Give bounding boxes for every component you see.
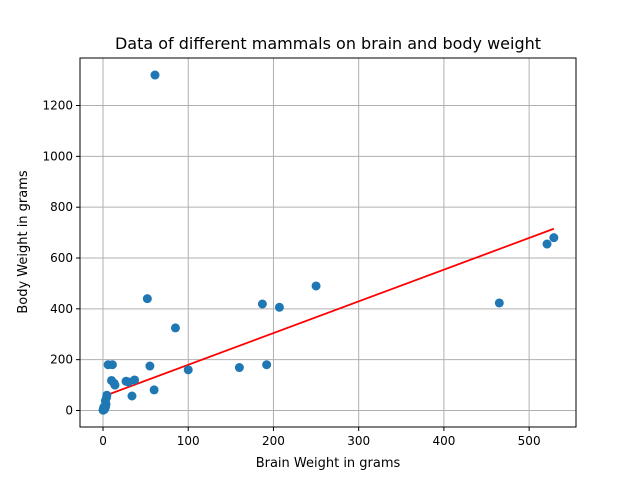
scatter-point: [257, 299, 267, 309]
scatter-point: [183, 365, 193, 375]
scatter-point: [262, 360, 272, 370]
x-tick-label: 500: [518, 434, 541, 448]
y-tick-label: 0: [65, 403, 73, 417]
x-axis-ticks: 0 100 200 300 400 500: [99, 427, 541, 448]
scatter-point: [170, 323, 180, 333]
scatter-point: [130, 375, 140, 385]
scatter-point: [274, 302, 284, 312]
x-tick-label: 0: [99, 434, 107, 448]
chart-title: Data of different mammals on brain and b…: [115, 34, 541, 53]
scatter-point: [102, 390, 112, 400]
scatter-point: [542, 239, 552, 249]
y-tick-label: 800: [50, 200, 73, 214]
grid-lines: [80, 58, 576, 427]
y-tick-label: 400: [50, 302, 73, 316]
x-tick-label: 300: [347, 434, 370, 448]
x-tick-label: 200: [262, 434, 285, 448]
scatter-point: [149, 385, 159, 395]
x-tick-label: 100: [177, 434, 200, 448]
scatter-point: [150, 70, 160, 80]
scatter-point: [110, 380, 120, 390]
scatter-point: [549, 233, 559, 243]
y-axis-label: Body Weight in grams: [16, 170, 31, 314]
regression-line: [102, 227, 555, 398]
plot-frame: [79, 57, 577, 428]
y-tick-label: 1200: [42, 99, 73, 113]
y-axis-ticks: 0 200 400 600 800 1000 1200: [42, 99, 80, 417]
scatter-point: [494, 298, 504, 308]
y-tick-label: 200: [50, 353, 73, 367]
y-tick-label: 1000: [42, 149, 73, 163]
scatter-point: [311, 281, 321, 291]
x-tick-label: 400: [432, 434, 455, 448]
scatter-point: [107, 360, 117, 370]
data-points: [98, 70, 559, 415]
x-axis-label: Brain Weight in grams: [256, 456, 401, 471]
scatter-point: [145, 361, 155, 371]
scatter-point: [127, 391, 137, 401]
scatter-point: [142, 294, 152, 304]
scatter-point: [234, 363, 244, 373]
y-tick-label: 600: [50, 251, 73, 265]
fit-line-layer: [102, 227, 555, 398]
